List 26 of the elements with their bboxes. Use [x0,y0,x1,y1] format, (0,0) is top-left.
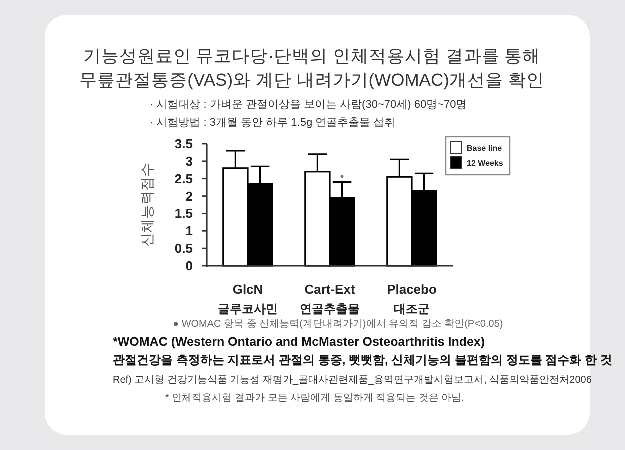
note: * 인체적용시험 결과가 모든 사람에게 동일하게 적용되는 것은 아님. [166,393,464,404]
note: 관절건강을 측정하는 지표로서 관절의 통증, 뻣뻣함, 신체기능의 불편함의 정도를 점수화 한 것 [113,353,612,367]
ytick: 0.5 [174,241,193,256]
xtick: 대조군 [394,302,430,316]
ylabel: 신체능력점수 [139,163,155,247]
xtick: 글루코사민 [218,302,278,316]
subtitle: · 시험방법 : 3개월 동안 하루 1.5g 연골추출물 섭취 [150,117,396,129]
xtick: 연골추출물 [300,302,360,316]
subtitle: · 시험대상 : 가벼운 관절이상을 보이는 사람(30~70세) 60명~70명 [150,99,468,111]
note: Ref) 고시형 건강기능식품 기능성 재평가_골대사관련제품_용역연구개발시험보고서, 식품의약품안전처2006 [113,375,592,386]
title: 무릎관절통증(VAS)와 계단 내려가기(WOMAC)개선을 확인 [80,70,544,90]
ytick: 1.5 [174,206,193,222]
xtick: Placebo [387,282,437,297]
note: *WOMAC (Western Ontario and McMaster Osteoarthritis Index) [113,335,486,349]
ytick: 2 [186,188,193,204]
xtick: GlcN [232,282,264,297]
ytick: 3 [186,154,193,169]
ytick: 0 [186,258,193,274]
xtick: Cart-Ext [304,282,356,297]
ytick: 1 [186,224,193,239]
title: 기능성원료인 뮤코다당·단백의 인체적용시험 결과를 통해 [83,46,541,66]
note: ● WOMAC 항목 중 신체능력(계단내려가기)에서 유의적 감소 확인(P<0.05) [173,319,504,330]
ytick: 3.5 [174,136,193,152]
legend: Base line 12 Weeks [445,136,511,176]
ytick: 2.5 [174,171,193,186]
legend-label: 12 Weeks [467,159,504,168]
